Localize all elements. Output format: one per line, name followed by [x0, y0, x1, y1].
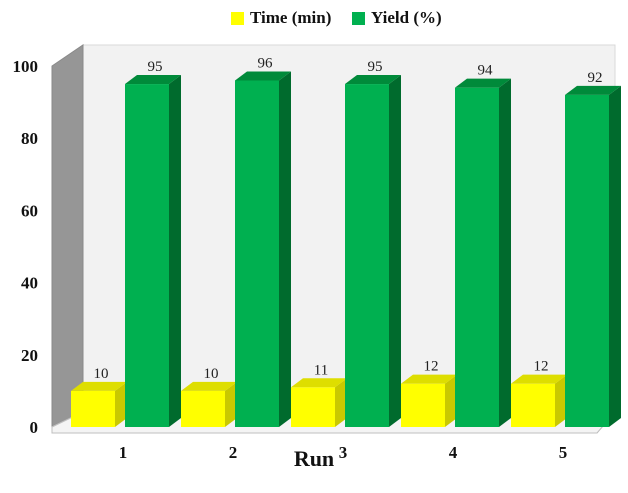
- bar-side-face: [335, 378, 347, 427]
- bar-side-face: [389, 75, 401, 428]
- x-tick-label: 1: [119, 443, 128, 462]
- side-wall: [51, 44, 84, 428]
- x-tick-label: 3: [339, 443, 348, 462]
- bar-top-face: [235, 71, 291, 81]
- bar-time: [291, 378, 347, 427]
- bar-front-face: [455, 87, 499, 427]
- chart-legend: Time (min) Yield (%): [0, 8, 628, 34]
- bar-top-face: [565, 85, 621, 95]
- data-label: 12: [424, 359, 439, 375]
- bar-front-face: [565, 94, 609, 427]
- legend-swatch-time: [231, 11, 244, 25]
- bar-front-face: [181, 390, 225, 427]
- x-axis-title: Run: [293, 446, 335, 471]
- data-label: 96: [258, 55, 274, 71]
- data-label: 94: [478, 63, 494, 79]
- legend-label-time: Time (min): [250, 8, 332, 27]
- bar-side-face: [115, 381, 127, 427]
- legend-label-yield: Yield (%): [371, 8, 442, 27]
- bar-side-face: [499, 78, 511, 427]
- legend-item-time: Time (min): [231, 8, 331, 28]
- bar-yield: [235, 71, 291, 427]
- bar-side-face: [279, 71, 291, 427]
- data-label: 92: [588, 70, 603, 86]
- legend-swatch-yield: [352, 11, 365, 25]
- bar-front-face: [235, 80, 279, 427]
- bar-top-face: [401, 374, 457, 384]
- bar-time: [401, 374, 457, 427]
- data-label: 11: [314, 362, 328, 378]
- bar-yield: [345, 75, 401, 428]
- bar-side-face: [609, 85, 621, 427]
- bar-top-face: [71, 381, 127, 391]
- bar-top-face: [511, 374, 567, 384]
- bar-front-face: [125, 84, 169, 428]
- y-tick-label: 40: [21, 274, 38, 293]
- bar-top-face: [125, 75, 181, 85]
- bar-group: [71, 71, 621, 428]
- data-label: 10: [94, 366, 109, 382]
- bar-top-face: [455, 78, 511, 88]
- bar-side-face: [169, 75, 181, 428]
- data-label: 95: [368, 59, 383, 75]
- bar-front-face: [345, 84, 389, 428]
- bar-side-face: [555, 374, 567, 427]
- bar-side-face: [445, 374, 457, 427]
- bar-front-face: [71, 390, 115, 427]
- bar-top-face: [345, 75, 401, 85]
- bar-top-face: [291, 378, 347, 388]
- y-axis: 0 20 40 60 80 100: [13, 57, 39, 437]
- y-tick-label: 80: [21, 129, 38, 148]
- x-tick-label: 4: [449, 443, 458, 462]
- bar-front-face: [511, 383, 555, 427]
- bar-yield: [565, 85, 621, 427]
- y-tick-label: 100: [13, 57, 39, 76]
- data-labels: 10 10 11 12 12 95 96 95 94 92: [94, 55, 603, 381]
- data-label: 12: [534, 359, 549, 375]
- bar-top-face: [181, 381, 237, 391]
- x-tick-label: 2: [229, 443, 238, 462]
- data-label: 95: [148, 59, 163, 75]
- bar-time: [511, 374, 567, 427]
- x-tick-label: 5: [559, 443, 568, 462]
- legend-item-yield: Yield (%): [352, 8, 442, 28]
- bar-time: [71, 381, 127, 427]
- x-axis: 1 2 3 4 5: [119, 443, 568, 462]
- y-tick-label: 60: [21, 201, 38, 220]
- y-tick-label: 0: [30, 418, 39, 437]
- bar-front-face: [291, 387, 335, 427]
- bar-time: [181, 381, 237, 427]
- bar-front-face: [401, 383, 445, 427]
- bar-yield: [455, 78, 511, 427]
- bar-yield: [125, 75, 181, 428]
- y-tick-label: 20: [21, 346, 38, 365]
- bar-side-face: [225, 381, 237, 427]
- data-label: 10: [204, 366, 219, 382]
